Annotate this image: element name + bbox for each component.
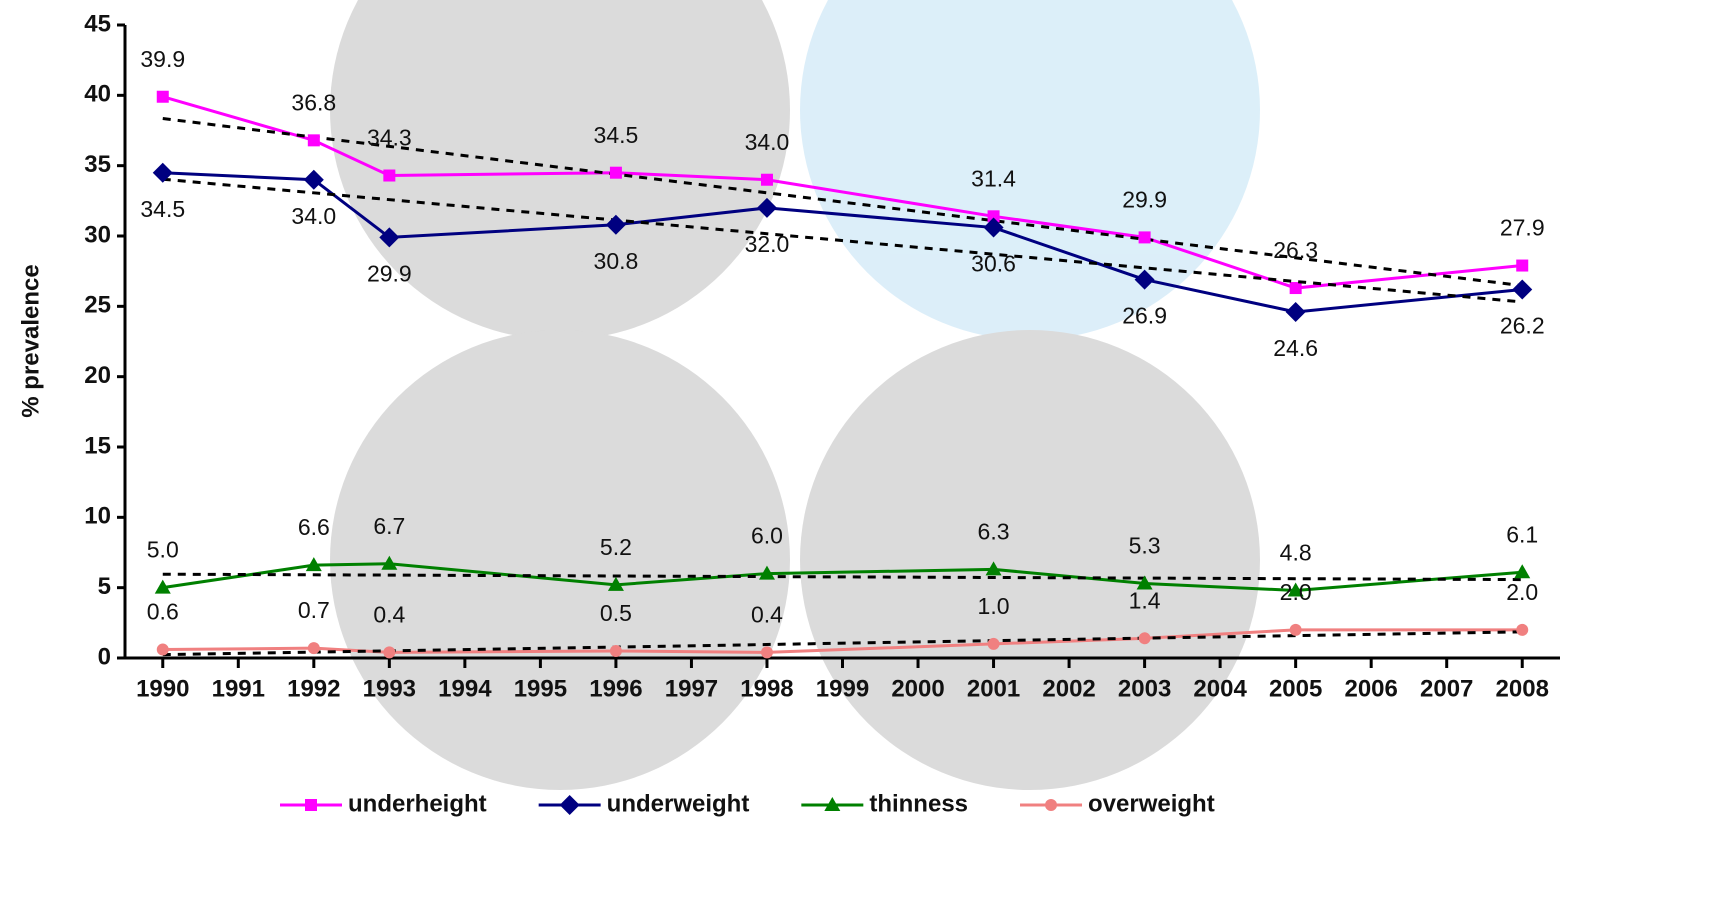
x-tick-label: 2006 bbox=[1344, 675, 1397, 702]
legend-marker bbox=[560, 795, 580, 815]
data-label: 6.6 bbox=[298, 514, 330, 540]
data-label: 34.5 bbox=[594, 122, 639, 148]
data-label: 26.3 bbox=[1273, 237, 1318, 263]
data-label: 0.4 bbox=[373, 601, 405, 627]
data-label: 6.7 bbox=[373, 513, 405, 539]
y-tick-label: 10 bbox=[84, 503, 111, 530]
x-tick-label: 1995 bbox=[514, 675, 567, 702]
data-label: 1.0 bbox=[978, 593, 1010, 619]
data-label: 34.5 bbox=[140, 196, 185, 222]
data-label: 26.2 bbox=[1500, 313, 1545, 339]
data-label: 4.8 bbox=[1280, 540, 1312, 566]
legend-label: overweight bbox=[1088, 790, 1215, 817]
marker bbox=[383, 170, 395, 182]
x-tick-label: 1998 bbox=[740, 675, 793, 702]
data-label: 29.9 bbox=[1122, 186, 1167, 212]
data-label: 5.3 bbox=[1129, 533, 1161, 559]
x-tick-label: 2003 bbox=[1118, 675, 1171, 702]
legend-marker bbox=[305, 799, 317, 811]
data-label: 0.5 bbox=[600, 600, 632, 626]
data-label: 34.0 bbox=[745, 129, 790, 155]
y-axis-label: % prevalence bbox=[17, 264, 44, 417]
marker bbox=[383, 646, 395, 658]
data-label: 32.0 bbox=[745, 231, 790, 257]
data-label: 36.8 bbox=[291, 89, 336, 115]
x-tick-label: 1992 bbox=[287, 675, 340, 702]
marker bbox=[1516, 624, 1528, 636]
marker bbox=[1516, 260, 1528, 272]
x-tick-label: 1993 bbox=[363, 675, 416, 702]
data-label: 31.4 bbox=[971, 165, 1016, 191]
data-label: 34.3 bbox=[367, 125, 412, 151]
data-label: 0.6 bbox=[147, 599, 179, 625]
y-tick-label: 0 bbox=[98, 643, 111, 670]
marker bbox=[1290, 282, 1302, 294]
data-label: 39.9 bbox=[140, 46, 185, 72]
marker bbox=[761, 174, 773, 186]
x-tick-label: 1997 bbox=[665, 675, 718, 702]
data-label: 2.0 bbox=[1506, 579, 1538, 605]
x-tick-label: 2007 bbox=[1420, 675, 1473, 702]
data-label: 30.6 bbox=[971, 251, 1016, 277]
x-tick-label: 2004 bbox=[1193, 675, 1247, 702]
data-label: 34.0 bbox=[291, 203, 336, 229]
legend-label: underweight bbox=[607, 790, 750, 817]
y-tick-label: 45 bbox=[84, 10, 111, 37]
marker bbox=[1139, 231, 1151, 243]
data-label: 0.7 bbox=[298, 597, 330, 623]
marker bbox=[761, 646, 773, 658]
marker bbox=[308, 642, 320, 654]
data-label: 5.2 bbox=[600, 534, 632, 560]
y-tick-label: 30 bbox=[84, 221, 111, 248]
x-tick-label: 2005 bbox=[1269, 675, 1322, 702]
y-tick-label: 20 bbox=[84, 362, 111, 389]
x-tick-label: 1999 bbox=[816, 675, 869, 702]
x-tick-label: 1991 bbox=[212, 675, 265, 702]
legend-label: thinness bbox=[869, 790, 968, 817]
y-tick-label: 25 bbox=[84, 292, 111, 319]
x-tick-label: 2000 bbox=[891, 675, 944, 702]
marker bbox=[157, 91, 169, 103]
x-tick-label: 1994 bbox=[438, 675, 492, 702]
data-label: 2.0 bbox=[1280, 579, 1312, 605]
data-label: 26.9 bbox=[1122, 303, 1167, 329]
marker bbox=[610, 167, 622, 179]
x-tick-label: 2001 bbox=[967, 675, 1020, 702]
legend-label: underheight bbox=[348, 790, 487, 817]
y-tick-label: 40 bbox=[84, 81, 111, 108]
data-label: 6.1 bbox=[1506, 521, 1538, 547]
marker bbox=[988, 638, 1000, 650]
marker bbox=[1139, 632, 1151, 644]
x-tick-label: 2002 bbox=[1042, 675, 1095, 702]
data-label: 30.8 bbox=[594, 248, 639, 274]
data-label: 1.4 bbox=[1129, 587, 1161, 613]
legend-marker bbox=[1045, 799, 1057, 811]
marker bbox=[157, 644, 169, 656]
marker bbox=[308, 134, 320, 146]
x-tick-label: 2008 bbox=[1496, 675, 1549, 702]
marker bbox=[610, 645, 622, 657]
data-label: 27.9 bbox=[1500, 215, 1545, 241]
y-tick-label: 35 bbox=[84, 151, 111, 178]
chart: % prevalence 0 5 10 15 20 25 30 35 40 45 1990 1991 1… bbox=[0, 0, 1725, 907]
data-label: 24.6 bbox=[1273, 335, 1318, 361]
marker bbox=[1286, 302, 1306, 322]
y-tick-label: 5 bbox=[98, 573, 111, 600]
data-label: 5.0 bbox=[147, 537, 179, 563]
marker bbox=[1290, 624, 1302, 636]
data-label: 6.3 bbox=[978, 518, 1010, 544]
data-label: 6.0 bbox=[751, 523, 783, 549]
data-label: 0.4 bbox=[751, 601, 783, 627]
data-label: 29.9 bbox=[367, 260, 412, 286]
x-tick-label: 1990 bbox=[136, 675, 189, 702]
marker bbox=[1512, 279, 1532, 299]
x-tick-label: 1996 bbox=[589, 675, 642, 702]
watermark bbox=[330, 0, 1260, 790]
y-tick-label: 15 bbox=[84, 432, 111, 459]
